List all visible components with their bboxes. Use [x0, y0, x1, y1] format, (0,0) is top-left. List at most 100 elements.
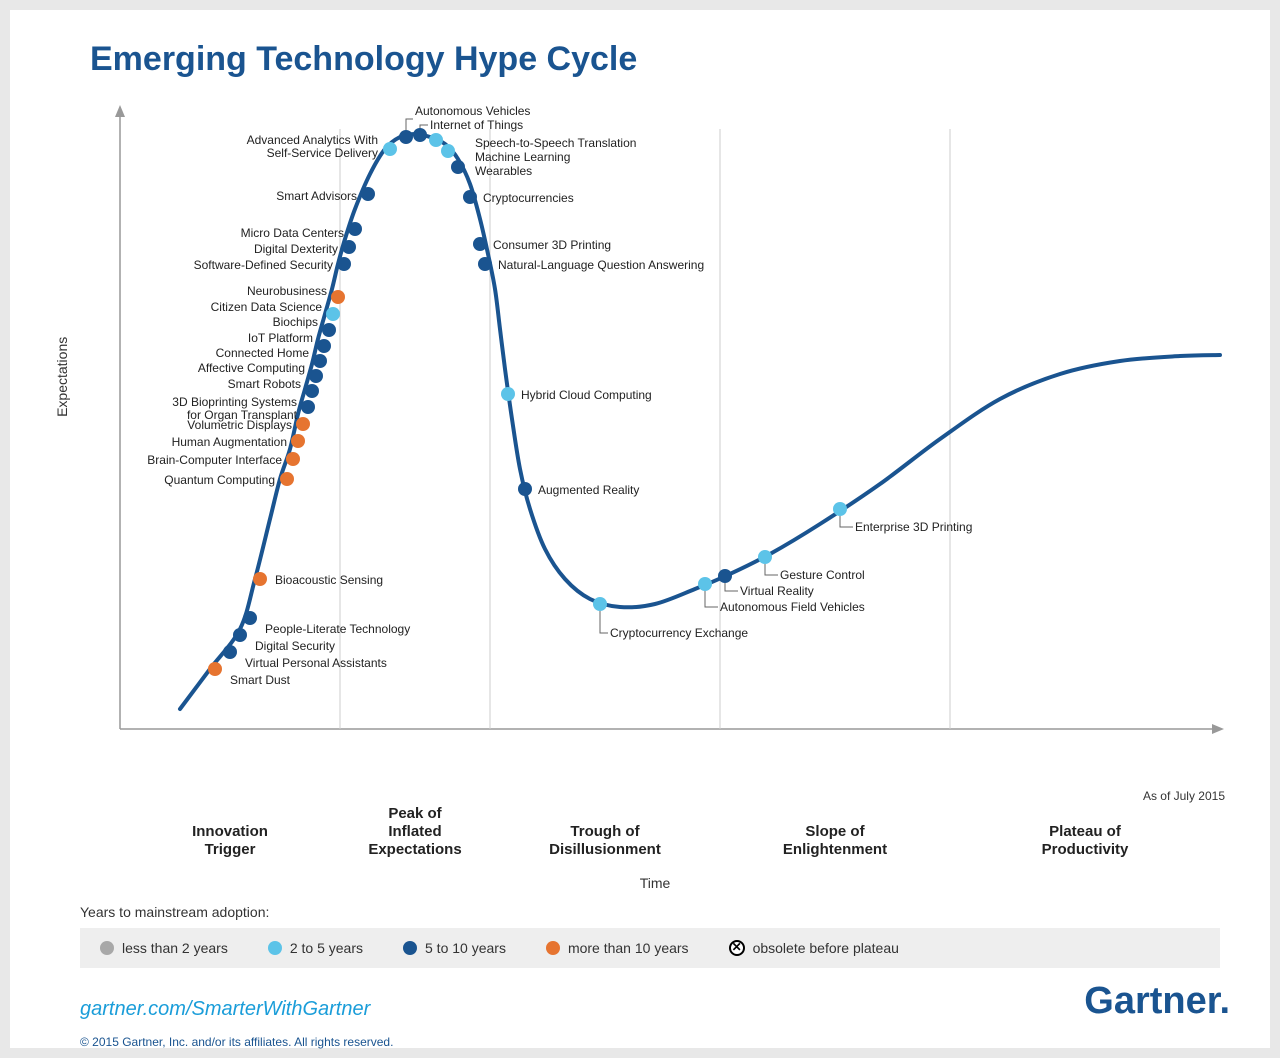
tech-marker — [698, 577, 712, 591]
tech-marker — [208, 662, 222, 676]
tech-label: Citizen Data Science — [211, 300, 323, 314]
legend-item: ✕ obsolete before plateau — [729, 940, 899, 956]
tech-marker — [463, 190, 477, 204]
tech-marker — [243, 611, 257, 625]
tech-label: Software-Defined Security — [194, 258, 333, 272]
tech-marker — [501, 387, 515, 401]
tech-marker — [296, 417, 310, 431]
tech-label: Augmented Reality — [538, 483, 639, 497]
phase-label: Trough ofDisillusionment — [525, 823, 685, 859]
legend-item: less than 2 years — [100, 940, 228, 956]
tech-label: Cryptocurrency Exchange — [610, 626, 748, 640]
tech-label: Digital Security — [255, 639, 335, 653]
phase-label: InnovationTrigger — [150, 823, 310, 859]
tech-marker — [441, 144, 455, 158]
tech-label: Brain-Computer Interface — [147, 453, 282, 467]
tech-marker — [833, 502, 847, 516]
tech-marker — [593, 597, 607, 611]
legend-bar: less than 2 years 2 to 5 years 5 to 10 yea… — [80, 928, 1220, 968]
tech-label: Smart Dust — [230, 673, 291, 687]
tech-label: Machine Learning — [475, 150, 570, 164]
tech-label: Hybrid Cloud Computing — [521, 388, 652, 402]
legend-title: Years to mainstream adoption: — [80, 904, 1230, 920]
legend-dot-icon — [403, 941, 417, 955]
tech-marker — [305, 384, 319, 398]
tech-marker — [429, 133, 443, 147]
tech-marker — [291, 434, 305, 448]
tech-marker — [253, 572, 267, 586]
tech-marker — [322, 323, 336, 337]
tech-label: IoT Platform — [248, 331, 313, 345]
tech-label: People-Literate Technology — [265, 622, 410, 636]
tech-label: Consumer 3D Printing — [493, 238, 611, 252]
gartner-logo: Gartner. — [1084, 980, 1230, 1023]
tech-label: Neurobusiness — [247, 284, 327, 298]
legend-dot-icon — [546, 941, 560, 955]
legend-item: 5 to 10 years — [403, 940, 506, 956]
tech-marker — [348, 222, 362, 236]
tech-marker — [280, 472, 294, 486]
footer-copyright: © 2015 Gartner, Inc. and/or its affiliat… — [80, 1035, 1230, 1049]
tech-marker — [718, 569, 732, 583]
tech-label: Virtual Personal Assistants — [245, 656, 387, 670]
legend-dot-icon — [100, 941, 114, 955]
chart-title: Emerging Technology Hype Cycle — [90, 40, 1230, 79]
tech-marker — [399, 130, 413, 144]
tech-marker — [286, 452, 300, 466]
legend-dot-icon: ✕ — [729, 940, 745, 956]
tech-marker — [223, 645, 237, 659]
tech-marker — [313, 354, 327, 368]
tech-marker — [451, 160, 465, 174]
tech-marker — [383, 142, 397, 156]
tech-marker — [326, 307, 340, 321]
tech-label: Wearables — [475, 164, 532, 178]
footer: gartner.com/SmarterWithGartner © 2015 Ga… — [80, 998, 1230, 1049]
tech-label: Autonomous Field Vehicles — [720, 600, 865, 614]
tech-label: Biochips — [273, 315, 318, 329]
legend-label: more than 10 years — [568, 940, 689, 956]
tech-label: Micro Data Centers — [241, 226, 344, 240]
tech-marker — [473, 237, 487, 251]
tech-label: Affective Computing — [198, 361, 305, 375]
tech-label: Natural-Language Question Answering — [498, 258, 704, 272]
hype-cycle-chart: Smart Dust Virtual Personal Assistants Dig… — [80, 89, 1230, 809]
phase-label: Slope ofEnlightenment — [755, 823, 915, 859]
tech-marker — [518, 482, 532, 496]
tech-label: Cryptocurrencies — [483, 191, 574, 205]
page-container: Emerging Technology Hype Cycle Expectati… — [0, 0, 1280, 1058]
x-axis-label: Time — [640, 875, 671, 891]
tech-label: Bioacoustic Sensing — [275, 573, 383, 587]
chart-area: Expectations Smart DustVirtual Personal … — [80, 89, 1230, 809]
legend-label: 2 to 5 years — [290, 940, 363, 956]
tech-marker — [301, 400, 315, 414]
tech-marker — [317, 339, 331, 353]
footer-link[interactable]: gartner.com/SmarterWithGartner — [80, 998, 1230, 1021]
tech-label: Enterprise 3D Printing — [855, 520, 972, 534]
tech-label: Digital Dexterity — [254, 242, 338, 256]
tech-label: Smart Advisors — [276, 189, 357, 203]
chart-panel: Emerging Technology Hype Cycle Expectati… — [10, 10, 1270, 1048]
legend-label: less than 2 years — [122, 940, 228, 956]
tech-label: Speech-to-Speech Translation — [475, 136, 636, 150]
tech-marker — [309, 369, 323, 383]
tech-marker — [331, 290, 345, 304]
tech-label: Virtual Reality — [740, 584, 814, 598]
legend-item: 2 to 5 years — [268, 940, 363, 956]
tech-label: Connected Home — [216, 346, 310, 360]
tech-label: Smart Robots — [228, 377, 301, 391]
legend-dot-icon — [268, 941, 282, 955]
tech-label: Human Augmentation — [172, 435, 287, 449]
tech-marker — [758, 550, 772, 564]
as-of-label: As of July 2015 — [1143, 789, 1225, 803]
tech-label: Gesture Control — [780, 568, 865, 582]
y-axis-label: Expectations — [54, 337, 70, 417]
tech-label: 3D Bioprinting Systemsfor Organ Transpla… — [172, 395, 297, 422]
tech-marker — [337, 257, 351, 271]
tech-marker — [342, 240, 356, 254]
legend-item: more than 10 years — [546, 940, 689, 956]
tech-label: Internet of Things — [430, 118, 523, 132]
tech-label: Autonomous Vehicles — [415, 104, 530, 118]
tech-marker — [233, 628, 247, 642]
tech-marker — [361, 187, 375, 201]
legend-label: obsolete before plateau — [753, 940, 899, 956]
